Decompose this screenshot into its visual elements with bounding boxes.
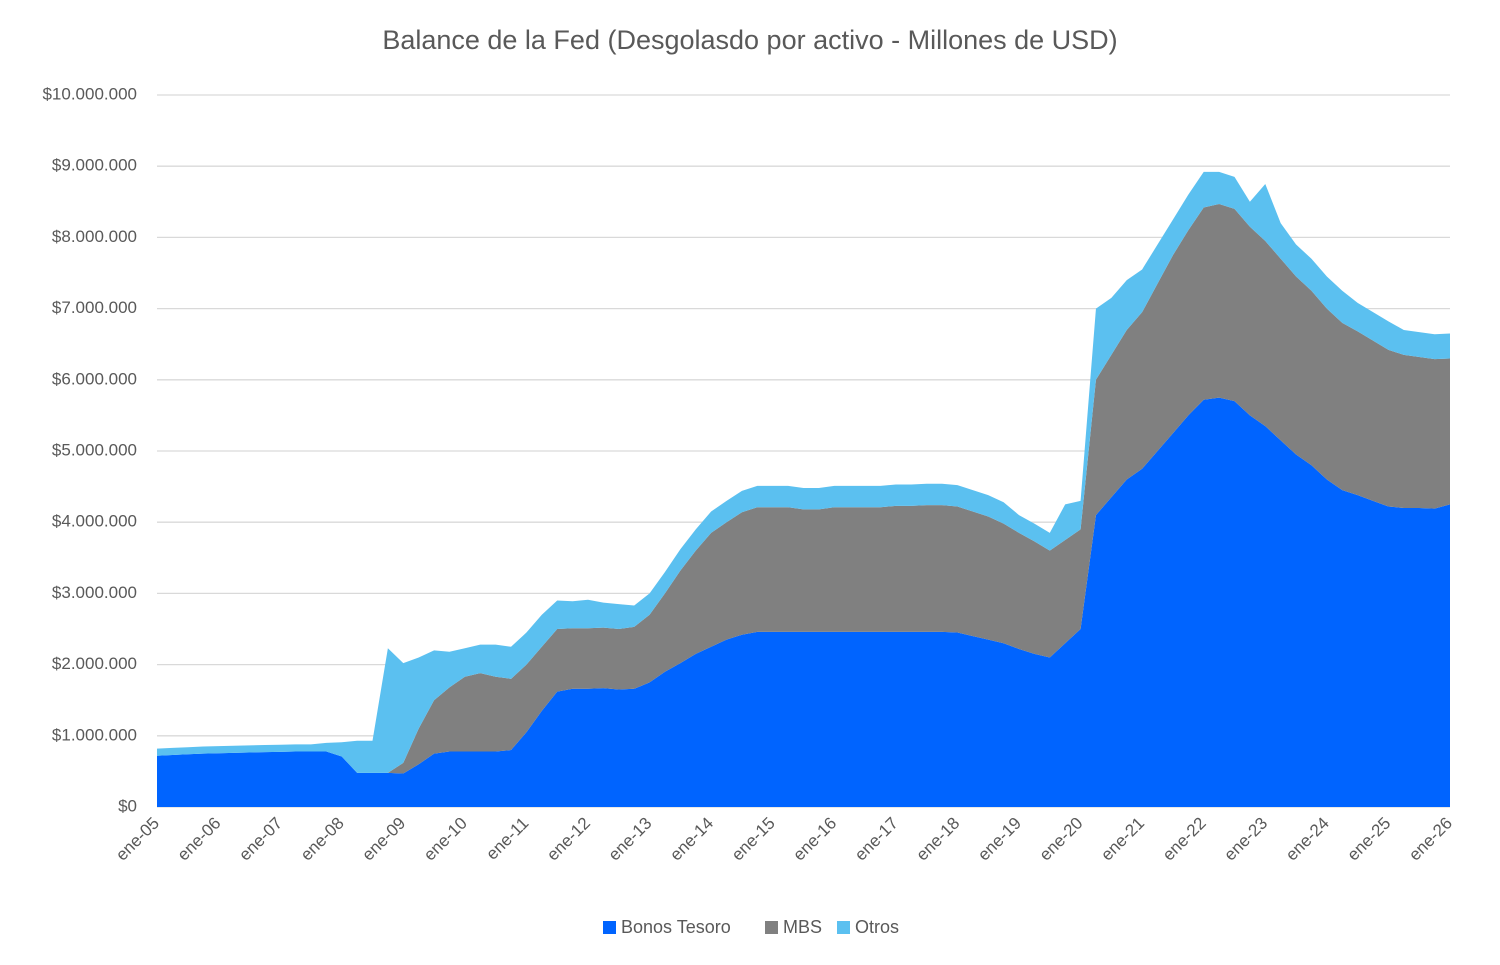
x-tick-label: ene-25 [1344, 814, 1395, 865]
area [157, 171, 1450, 773]
x-tick-label: ene-24 [1282, 814, 1333, 865]
x-tick-label: ene-07 [235, 814, 286, 865]
y-tick-label: $3.000.000 [52, 583, 137, 602]
legend-label: Otros [855, 917, 899, 937]
y-tick-label: $9.000.000 [52, 156, 137, 175]
x-tick-label: ene-23 [1220, 814, 1271, 865]
x-tick-label: ene-10 [420, 814, 471, 865]
chart-title: Balance de la Fed (Desgolasdo por activo… [382, 25, 1117, 55]
y-tick-label: $0 [118, 796, 137, 815]
legend-swatch [603, 921, 616, 934]
x-tick-label: ene-11 [482, 814, 532, 864]
y-tick-label: $2.000.000 [52, 654, 137, 673]
x-tick-label: ene-17 [851, 814, 902, 865]
x-tick-label: ene-16 [789, 814, 840, 865]
x-tick-label: ene-19 [974, 814, 1025, 865]
x-tick-label: ene-20 [1036, 814, 1087, 865]
x-tick-label: ene-08 [297, 814, 348, 865]
y-tick-label: $4.000.000 [52, 512, 137, 531]
x-tick-label: ene-09 [358, 814, 409, 865]
x-tick-label: ene-05 [112, 814, 163, 865]
x-tick-label: ene-21 [1097, 814, 1148, 865]
y-tick-label: $10.000.000 [42, 84, 137, 103]
y-tick-label: $1.000.000 [52, 725, 137, 744]
legend-swatch [765, 921, 778, 934]
legend-label: MBS [783, 917, 822, 937]
y-tick-label: $5.000.000 [52, 440, 137, 459]
legend-label: Bonos Tesoro [621, 917, 731, 937]
y-tick-label: $6.000.000 [52, 369, 137, 388]
area [157, 203, 1450, 774]
x-tick-label: ene-06 [174, 814, 225, 865]
y-tick-label: $7.000.000 [52, 298, 137, 317]
plot-area [157, 171, 1450, 807]
x-tick-label: ene-22 [1159, 814, 1210, 865]
area [157, 397, 1450, 807]
x-tick-label: ene-26 [1405, 814, 1456, 865]
x-tick-label: ene-13 [605, 814, 656, 865]
y-tick-label: $8.000.000 [52, 227, 137, 246]
legend-swatch [837, 921, 850, 934]
x-tick-label: ene-18 [913, 814, 964, 865]
x-tick-label: ene-15 [728, 814, 779, 865]
x-tick-label: ene-12 [543, 814, 594, 865]
x-tick-label: ene-14 [666, 814, 717, 865]
